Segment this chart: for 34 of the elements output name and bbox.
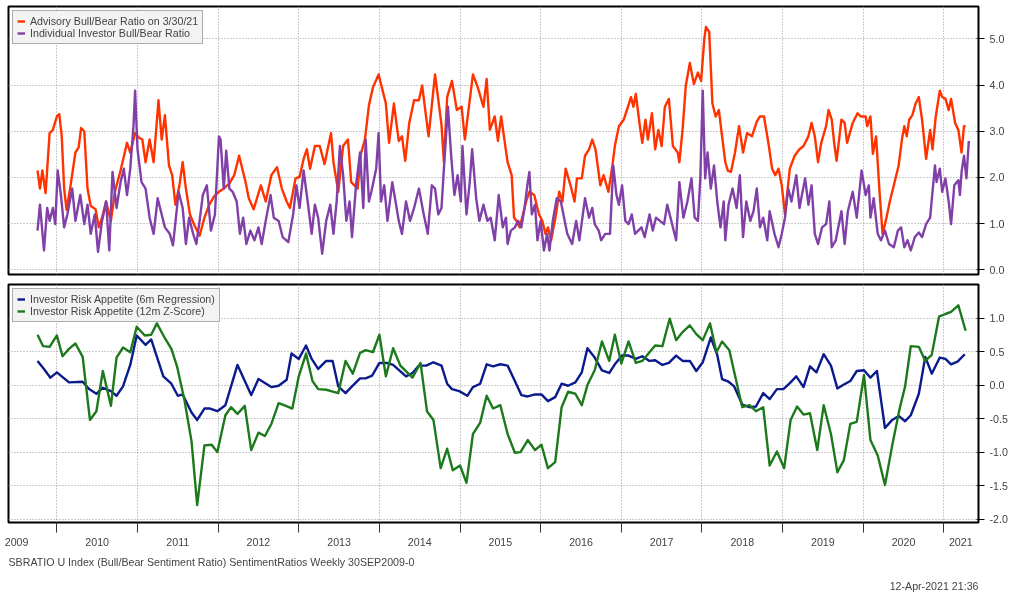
y-tick-label: 5.0 <box>989 32 1005 45</box>
y-tick-label: -0.5 <box>989 412 1008 425</box>
y-tick-label: 0.5 <box>989 345 1005 358</box>
y-tick-label: 0.0 <box>989 379 1005 392</box>
x-tick-label: 2011 <box>166 535 190 548</box>
y-tick-label: -1.5 <box>989 479 1008 492</box>
x-tick-label: 2012 <box>246 535 271 548</box>
text: 12-Apr-2021 21:36 <box>889 579 979 592</box>
x-tick-label: 2021 <box>948 535 973 548</box>
y-tick-label: 0.0 <box>989 263 1005 276</box>
legend-label: Investor Risk Appetite (6m Regression) <box>30 293 215 305</box>
x-tick-label: 2013 <box>327 535 352 548</box>
x-tick-label: 2018 <box>730 535 755 548</box>
x-tick-label: 2009 <box>4 535 29 548</box>
legend-label: Advisory Bull/Bear Ratio on 3/30/21 <box>30 15 199 27</box>
y-tick-label: 2.0 <box>989 171 1005 184</box>
y-tick-label: 1.0 <box>989 312 1005 325</box>
x-tick-label: 2010 <box>85 535 110 548</box>
y-tick-label: 3.0 <box>989 125 1005 138</box>
y-tick-label: 4.0 <box>989 79 1005 92</box>
x-tick-label: 2015 <box>488 535 513 548</box>
x-tick-label: 2020 <box>891 535 916 548</box>
legend-label: Individual Investor Bull/Bear Ratio <box>30 27 190 39</box>
y-tick-label: 1.0 <box>989 217 1005 230</box>
line-series <box>36 334 966 430</box>
x-tick-label: 2016 <box>569 535 593 548</box>
x-tick-label: 2017 <box>649 535 674 548</box>
x-tick-label: 2014 <box>407 535 432 548</box>
text: SBRATIO U Index (Bull/Bear Sentiment Ratio) SentimentRatios Weekly 30SEP2009-0 <box>8 555 415 568</box>
y-tick-label: -1.0 <box>989 446 1008 459</box>
x-tick-label: 2019 <box>811 535 835 548</box>
legend-label: Investor Risk Appetite (12m Z-Score) <box>30 305 205 317</box>
y-tick-label: -2.0 <box>989 513 1008 526</box>
line-series <box>36 89 971 255</box>
